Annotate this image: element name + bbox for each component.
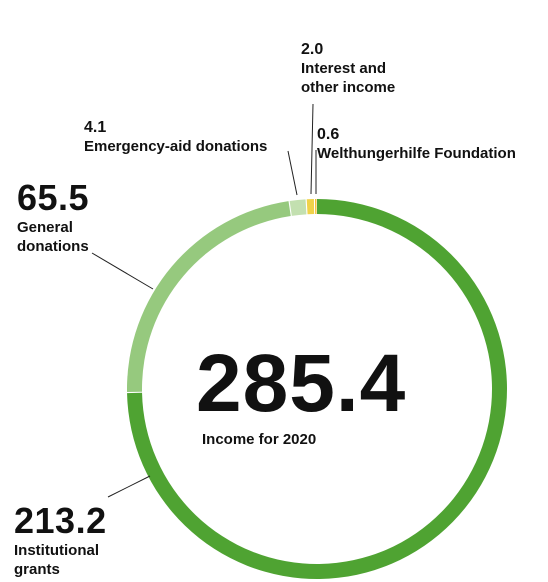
slice-welthungerhilfe-foundation: [315, 199, 317, 215]
donut-slices: [126, 199, 507, 579]
slice-interest-other-income: [306, 199, 315, 215]
name-general-donations-line1: General: [17, 219, 73, 236]
slice-emergency-aid-donations: [289, 199, 307, 216]
label-emergency-aid-donations: 4.1 Emergency-aid donations: [84, 119, 267, 156]
leader-lines: [91, 103, 317, 498]
center-total-caption: Income for 2020: [202, 431, 317, 448]
name-institutional-grants-line1: Institutional: [14, 542, 99, 559]
value-welthungerhilfe-foundation: 0.6: [317, 126, 340, 143]
label-general-donations: 65.5 General donations: [17, 180, 89, 256]
name-welthungerhilfe-foundation: Welthungerhilfe Foundation: [317, 145, 516, 162]
center-total-value: 285.4: [196, 338, 407, 429]
value-general-donations: 65.5: [17, 177, 90, 218]
label-welthungerhilfe-foundation: 0.6 Welthungerhilfe Foundation: [317, 126, 516, 163]
name-emergency-aid-donations: Emergency-aid donations: [84, 138, 268, 155]
value-institutional-grants: 213.2: [14, 500, 107, 541]
label-interest-other-income: 2.0 Interest and other income: [301, 41, 395, 97]
leader-interest-other-income: [310, 103, 314, 195]
value-interest-other-income: 2.0: [301, 41, 324, 58]
name-interest-other-income-line1: Interest and: [301, 60, 387, 77]
leader-emergency-aid-donations: [287, 150, 298, 196]
value-emergency-aid-donations: 4.1: [84, 119, 107, 136]
name-institutional-grants-line2: grants: [14, 561, 60, 578]
leader-general-donations: [91, 252, 154, 290]
label-institutional-grants: 213.2 Institutional grants: [14, 503, 107, 579]
slice-general-donations: [126, 201, 291, 392]
name-interest-other-income-line2: other income: [301, 79, 396, 96]
name-general-donations-line2: donations: [17, 238, 89, 255]
leader-institutional-grants: [107, 475, 151, 498]
